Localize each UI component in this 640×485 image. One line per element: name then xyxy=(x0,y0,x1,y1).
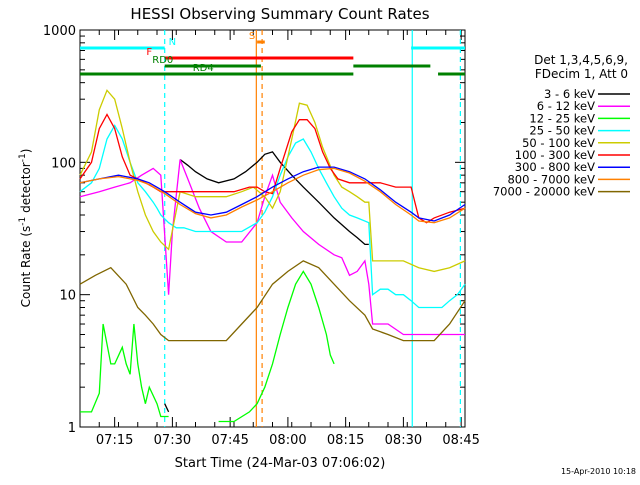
series-line xyxy=(80,323,169,418)
series-line xyxy=(79,159,465,336)
legend-header-line-2: FDecim 1, Att 0 xyxy=(535,67,628,81)
flag-label: S xyxy=(249,31,255,42)
flag-label: RD0 xyxy=(152,55,173,66)
y-axis-label-close: ) xyxy=(19,149,33,154)
flag-label: RD4 xyxy=(193,63,214,74)
chart-title: HESSI Observing Summary Count Rates xyxy=(130,5,429,23)
legend-label: 100 - 300 keV xyxy=(515,148,595,162)
legend-label: 300 - 800 keV xyxy=(515,160,595,174)
y-tick-label: 10 xyxy=(59,289,76,304)
series-line xyxy=(79,260,466,342)
x-axis-label: Start Time (24-Mar-03 07:06:02) xyxy=(175,456,386,471)
legend-label: 800 - 7000 keV xyxy=(507,172,595,186)
y-axis-label-tail: detector xyxy=(19,162,33,217)
series-line xyxy=(79,113,466,224)
y-axis-label: Count Rate (s-1 detector-1) xyxy=(18,149,33,308)
legend-label: 25 - 50 keV xyxy=(529,124,595,138)
legend-label: 3 - 6 keV xyxy=(544,87,595,101)
legend-label: 12 - 25 keV xyxy=(529,111,595,125)
legend-label: 50 - 100 keV xyxy=(522,136,595,150)
series-line xyxy=(79,167,466,224)
footer-date: 15-Apr-2010 10:18 xyxy=(561,467,636,476)
y-axis-label-main: Count Rate (s xyxy=(19,226,33,308)
series-line xyxy=(218,270,335,423)
x-tick-label: 07:15 xyxy=(96,433,133,448)
series-line xyxy=(164,403,170,413)
flag-label: F xyxy=(146,47,152,58)
x-tick-label: 08:00 xyxy=(269,433,306,448)
y-axis-label-sup: -1 xyxy=(18,217,28,226)
legend-header-line-1: Det 1,3,4,5,6,9, xyxy=(534,53,628,67)
x-tick-label: 08:30 xyxy=(385,433,422,448)
x-tick-label: 08:45 xyxy=(442,433,479,448)
series-line xyxy=(79,166,466,222)
x-tick-label: 08:15 xyxy=(327,433,364,448)
legend-label: 6 - 12 keV xyxy=(537,99,595,113)
plot-area: 1 10 100 1000 07:15 07:30 07:45 08:00 08:15 08:30… xyxy=(43,24,480,448)
y-tick-label: 1 xyxy=(68,421,76,436)
series-line xyxy=(179,151,369,246)
flag-label: N xyxy=(169,37,176,48)
x-tick-label: 07:30 xyxy=(154,433,191,448)
y-tick-label: 1000 xyxy=(43,24,76,39)
legend-label: 7000 - 20000 keV xyxy=(493,185,595,199)
x-tick-label: 07:45 xyxy=(211,433,248,448)
y-axis-label-sup-2: -1 xyxy=(18,153,28,162)
y-tick-label: 100 xyxy=(51,156,76,171)
series-line xyxy=(79,89,466,273)
